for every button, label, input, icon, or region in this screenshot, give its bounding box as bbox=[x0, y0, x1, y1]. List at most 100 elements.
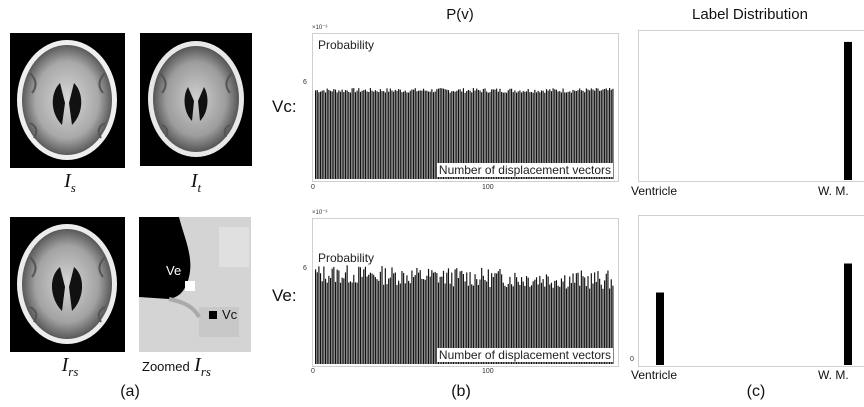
histogram-bar bbox=[604, 89, 606, 179]
panel-label-a: (a) bbox=[120, 383, 140, 400]
histogram-bar bbox=[497, 271, 499, 364]
histogram-bar bbox=[421, 278, 423, 364]
histogram-bar bbox=[584, 277, 586, 364]
histogram-bar bbox=[343, 278, 345, 364]
histogram-bar bbox=[585, 88, 587, 179]
histogram-bar bbox=[466, 272, 468, 364]
histogram-bar bbox=[406, 275, 408, 364]
histogram-bar bbox=[408, 280, 410, 364]
histogram-bar bbox=[368, 274, 370, 364]
histogram-bar bbox=[539, 92, 541, 179]
histogram-bar bbox=[575, 273, 577, 364]
histogram-bar bbox=[584, 92, 586, 179]
histogram-bar bbox=[338, 90, 340, 179]
histogram-bar bbox=[429, 91, 431, 179]
caption-irs: Irs bbox=[61, 354, 79, 379]
histogram-bar bbox=[542, 279, 544, 364]
histogram-bar bbox=[511, 88, 513, 179]
histogram-bar bbox=[540, 90, 543, 179]
histogram-bar bbox=[416, 267, 418, 364]
histogram-bar bbox=[393, 273, 395, 364]
histogram-bar bbox=[398, 89, 400, 179]
histogram-bar bbox=[484, 280, 486, 364]
histogram-bar bbox=[436, 273, 438, 364]
histogram-bar bbox=[403, 91, 405, 179]
histogram-bar bbox=[504, 285, 506, 364]
histogram-bar bbox=[343, 92, 345, 179]
histogram-bar bbox=[479, 90, 481, 179]
histogram-bar bbox=[585, 286, 587, 364]
histogram-bar bbox=[592, 89, 594, 179]
histogram-bar bbox=[451, 91, 453, 179]
histogram-bar bbox=[436, 89, 438, 179]
histogram-bar bbox=[497, 91, 499, 179]
histogram-bar bbox=[326, 282, 328, 364]
histogram-bar bbox=[417, 272, 420, 364]
histogram-bar bbox=[353, 88, 355, 179]
histogram-bar bbox=[378, 280, 380, 364]
label-dist-vc-cat-wm: W. M. bbox=[818, 184, 849, 198]
histogram-bar bbox=[364, 266, 366, 364]
histogram-bar bbox=[600, 284, 602, 364]
histogram-bar bbox=[496, 88, 498, 179]
histogram-bar bbox=[378, 92, 380, 179]
histogram-bar bbox=[560, 278, 563, 364]
histogram-bar bbox=[439, 88, 441, 179]
histogram-bar bbox=[383, 91, 385, 179]
histogram-bar bbox=[403, 272, 405, 364]
row-label-ve: Ve: bbox=[272, 286, 297, 305]
histogram-bar bbox=[391, 267, 393, 364]
histogram-bar bbox=[580, 90, 582, 179]
histogram-bar bbox=[368, 91, 370, 179]
histogram-bar bbox=[567, 286, 569, 364]
histogram-bar bbox=[574, 90, 576, 179]
histogram-bar bbox=[461, 91, 463, 179]
histogram-bar bbox=[389, 277, 391, 364]
histogram-bar bbox=[391, 90, 393, 179]
histogram-bar bbox=[354, 282, 357, 364]
histogram-bar bbox=[607, 90, 609, 179]
histogram-bar bbox=[562, 281, 564, 364]
vc-label: Vc bbox=[222, 307, 238, 322]
label-dist-vc-bars bbox=[844, 41, 852, 181]
histogram-bar bbox=[369, 272, 371, 364]
histogram-bar bbox=[457, 89, 460, 179]
histogram-bar bbox=[555, 280, 558, 364]
histogram-bar bbox=[482, 88, 484, 179]
histogram-bar bbox=[589, 90, 591, 179]
histogram-bar bbox=[439, 276, 441, 364]
histogram-bar bbox=[359, 91, 362, 179]
histogram-bar bbox=[371, 90, 373, 179]
histogram-bar bbox=[530, 92, 533, 179]
histogram-bar bbox=[565, 288, 567, 364]
histogram-bar bbox=[464, 92, 466, 179]
histogram-bar bbox=[364, 89, 366, 179]
histogram-bar bbox=[406, 92, 408, 179]
histogram-bar bbox=[575, 90, 577, 179]
histogram-bar bbox=[499, 268, 501, 364]
histogram-bar bbox=[413, 276, 415, 364]
histogram-bar bbox=[454, 91, 456, 179]
histogram-bar bbox=[349, 281, 352, 364]
histogram-bar bbox=[417, 90, 420, 179]
histogram-bar bbox=[334, 281, 337, 364]
histogram-bar bbox=[315, 269, 317, 364]
histogram-bar bbox=[529, 92, 531, 179]
histogram-bar bbox=[319, 91, 322, 179]
histogram-bar bbox=[579, 88, 581, 179]
histogram-bar bbox=[491, 273, 493, 364]
histogram-bar bbox=[502, 282, 504, 364]
histogram-bar bbox=[544, 92, 546, 179]
histogram-bar bbox=[394, 89, 396, 179]
histogram-bar bbox=[487, 92, 489, 179]
histogram-bar bbox=[527, 88, 529, 179]
histogram-bar bbox=[539, 275, 541, 364]
label-dist-ve-cat-ventricle: Ventricle bbox=[631, 368, 678, 382]
histogram-bar bbox=[446, 89, 448, 179]
histogram-bar bbox=[545, 274, 548, 364]
histogram-bar bbox=[514, 272, 516, 364]
histogram-bar bbox=[426, 275, 428, 364]
histogram-bar bbox=[582, 90, 584, 179]
histogram-bar bbox=[363, 269, 365, 364]
histogram-bar bbox=[599, 278, 601, 364]
